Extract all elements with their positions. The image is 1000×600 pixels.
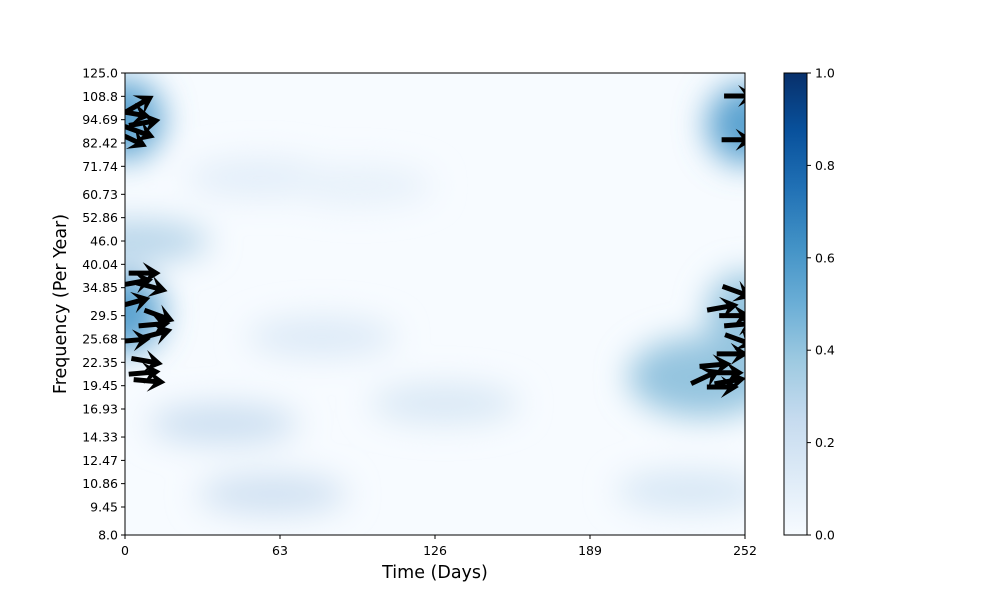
- y-tick-label: 94.69: [82, 112, 118, 127]
- heatmap-background: [125, 73, 745, 535]
- colorbar: 0.0 0.2 0.4 0.6 0.8 1.0: [783, 66, 835, 543]
- y-tick-label: 60.73: [82, 187, 118, 202]
- y-axis-label: Frequency (Per Year): [51, 214, 71, 394]
- phase-arrow: [128, 112, 161, 134]
- phase-arrow: [711, 361, 744, 384]
- y-tick-label: 52.86: [82, 210, 118, 225]
- phase-arrow: [133, 369, 166, 392]
- phase-arrow: [125, 120, 155, 142]
- phase-arrow: [699, 354, 732, 377]
- coherence-region: [615, 470, 745, 511]
- coherence-region: [707, 84, 745, 165]
- coherence-region: [369, 383, 520, 424]
- colorbar-tick-label: 0.0: [815, 528, 835, 543]
- phase-arrow: [128, 362, 161, 384]
- coherence-region: [125, 221, 210, 262]
- colorbar-gradient: [783, 72, 808, 536]
- phase-arrow: [724, 85, 745, 108]
- phase-arrow: [125, 329, 151, 352]
- y-tick-label: 10.86: [82, 476, 118, 491]
- phase-arrow: [714, 370, 745, 393]
- phase-arrow: [128, 262, 161, 285]
- y-tick-label: 14.33: [82, 430, 118, 445]
- phase-arrow: [721, 128, 745, 151]
- phase-arrow: [125, 128, 147, 149]
- colorbar-tick-label: 1.0: [815, 66, 835, 81]
- phase-arrow: [719, 304, 745, 327]
- phase-arrows: [125, 85, 745, 398]
- y-tick-label: 34.85: [82, 280, 118, 295]
- phase-arrow: [125, 95, 154, 115]
- phase-arrow: [143, 304, 175, 326]
- y-tick-label: 19.45: [82, 378, 118, 393]
- coherence-heatmap: [125, 73, 745, 535]
- phase-arrow: [135, 275, 168, 298]
- colorbar-ticks: 0.0 0.2 0.4 0.6 0.8 1.0: [807, 66, 835, 543]
- y-tick-label: 125.0: [82, 66, 118, 81]
- coherence-region: [246, 316, 397, 357]
- y-tick-label: 22.35: [82, 355, 118, 370]
- phase-arrow: [724, 329, 745, 350]
- x-tick-label: 189: [578, 543, 602, 558]
- colorbar-tick-label: 0.4: [815, 343, 835, 358]
- phase-arrow: [723, 313, 745, 336]
- x-tick-label: 0: [121, 543, 129, 558]
- phase-arrow: [125, 291, 151, 314]
- y-tick-label: 71.74: [82, 159, 118, 174]
- phase-arrow: [690, 367, 721, 388]
- colorbar-tick-label: 0.2: [815, 435, 835, 450]
- coherence-region: [197, 474, 348, 515]
- phase-arrow: [716, 342, 745, 365]
- y-tick-label: 16.93: [82, 402, 118, 417]
- x-axis-ticks: 0 63 126 189 252: [121, 535, 757, 558]
- phase-arrow: [140, 323, 173, 345]
- coherence-region: [283, 165, 434, 206]
- coherence-regions: [125, 79, 745, 515]
- y-tick-label: 29.5: [90, 308, 118, 323]
- phase-arrow: [706, 375, 739, 398]
- y-tick-label: 40.04: [82, 257, 118, 272]
- x-tick-label: 252: [733, 543, 757, 558]
- y-tick-label: 46.0: [90, 234, 118, 249]
- colorbar-tick-label: 0.6: [815, 250, 835, 265]
- x-tick-label: 63: [272, 543, 288, 558]
- x-tick-label: 126: [423, 543, 447, 558]
- y-tick-label: 9.45: [90, 500, 118, 515]
- y-axis-ticks: 8.0 9.45 10.86 12.47 14.33 16.93 19.45 22.35 25.…: [82, 66, 125, 543]
- phase-arrow: [125, 102, 151, 125]
- y-tick-label: 8.0: [98, 528, 118, 543]
- phase-arrow: [706, 296, 739, 319]
- y-tick-label: 12.47: [82, 453, 118, 468]
- y-tick-label: 25.68: [82, 331, 118, 346]
- y-tick-label: 82.42: [82, 135, 118, 150]
- coherence-region: [148, 403, 299, 444]
- phase-arrow: [130, 350, 163, 372]
- x-axis-label: Time (Days): [381, 563, 488, 583]
- y-tick-label: 108.8: [82, 89, 118, 104]
- colorbar-tick-label: 0.8: [815, 158, 835, 173]
